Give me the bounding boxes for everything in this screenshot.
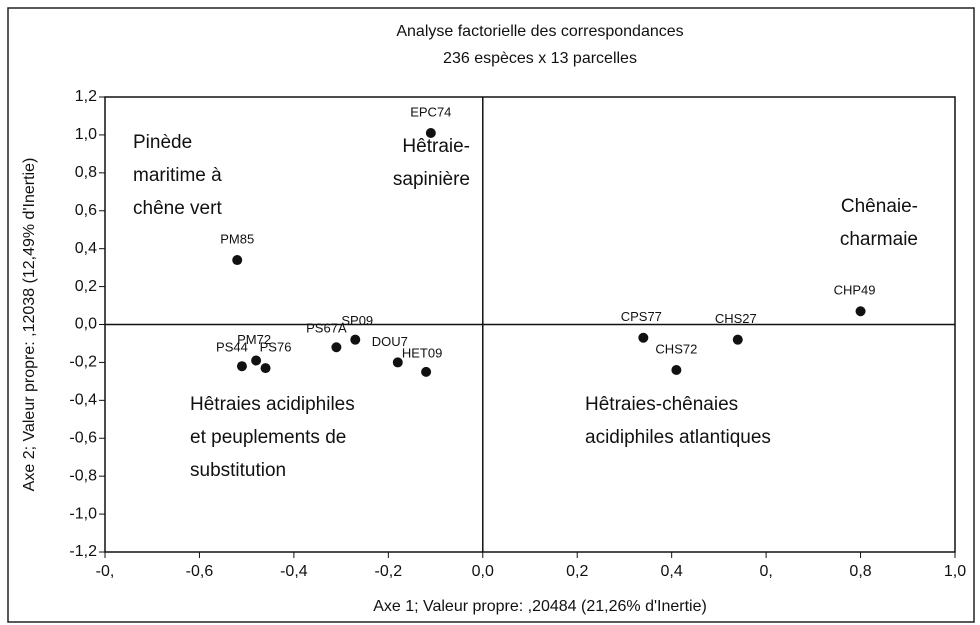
- region-annotation: et peuplements de: [190, 427, 346, 448]
- y-tick-label: -1,0: [69, 505, 97, 522]
- y-tick-label: 0,2: [75, 278, 97, 295]
- region-annotation: maritime à: [133, 165, 222, 186]
- point: [392, 357, 403, 368]
- point-label: PM72: [237, 332, 271, 347]
- point-label: PM85: [220, 231, 254, 246]
- point: [425, 128, 436, 139]
- x-axis-label: Axe 1; Valeur propre: ,20484 (21,26% d'I…: [373, 598, 707, 615]
- point-label: CPS77: [621, 309, 662, 324]
- y-tick-label: -0,6: [69, 429, 97, 446]
- point-label: CHS72: [655, 341, 697, 356]
- chart-title: 236 espèces x 13 parcelles: [443, 50, 637, 67]
- y-tick-label: 0,4: [75, 240, 97, 257]
- x-tick-label: 1,0: [944, 563, 966, 580]
- region-annotation: Chênaie-: [841, 196, 918, 217]
- point: [260, 363, 271, 374]
- point: [251, 355, 262, 366]
- point: [671, 365, 682, 375]
- x-tick-label: -0,: [96, 563, 115, 580]
- point-label: CHP49: [834, 283, 876, 298]
- y-tick-label: -0,4: [69, 392, 97, 409]
- point-label: PS44: [216, 340, 248, 355]
- frame: [7, 7, 975, 623]
- x-tick-label: -0,6: [186, 563, 214, 580]
- y-tick-label: 1,0: [75, 126, 97, 143]
- point: [421, 366, 432, 377]
- point: [855, 306, 866, 317]
- region-annotation: sapinière: [393, 169, 470, 190]
- point: [638, 332, 649, 343]
- y-axis-label: Axe 2; Valeur propre: ,12038 (12,49% d'I…: [21, 158, 38, 492]
- y-tick-label: -1,2: [69, 543, 97, 560]
- region-annotation: Hêtraies acidiphiles: [190, 394, 355, 415]
- region-annotation: Hêtraies-chênaies: [585, 394, 738, 415]
- x-tick-label: 0,2: [566, 563, 588, 580]
- region-annotation: Pinède: [133, 132, 192, 153]
- y-tick-label: -0,2: [69, 354, 97, 371]
- x-tick-label: 0,4: [661, 563, 683, 580]
- y-tick-label: 0,8: [75, 164, 97, 181]
- point-label: DOU7: [372, 334, 408, 349]
- chart-title: Analyse factorielle des correspondances: [396, 23, 683, 40]
- point: [350, 334, 361, 345]
- y-tick-label: 0,6: [75, 202, 97, 219]
- y-tick-label: 0,0: [75, 316, 97, 333]
- point: [232, 255, 243, 266]
- point: [331, 342, 342, 353]
- point-label: PS67A: [306, 321, 347, 336]
- point: [732, 334, 743, 345]
- point-label: SP09: [341, 313, 373, 328]
- x-tick-label: 0,: [759, 563, 772, 580]
- x-tick-label: -0,4: [280, 563, 308, 580]
- region-annotation: charmaie: [840, 229, 918, 250]
- point-label: HET09: [402, 345, 442, 360]
- x-tick-label: 0,0: [472, 563, 494, 580]
- point-label: EPC74: [410, 104, 451, 119]
- region-annotation: acidiphiles atlantiques: [585, 427, 771, 448]
- point-label: PS76: [260, 340, 292, 355]
- region-annotation: substitution: [190, 460, 286, 481]
- point-label: CHS27: [715, 311, 757, 326]
- region-annotation: Hêtraie-: [402, 136, 470, 157]
- x-tick-label: 0,8: [849, 563, 871, 580]
- y-tick-label: 1,2: [75, 88, 97, 105]
- x-tick-label: -0,2: [375, 563, 403, 580]
- region-annotation: chêne vert: [133, 198, 222, 219]
- point: [236, 361, 247, 372]
- y-tick-label: -0,8: [69, 467, 97, 484]
